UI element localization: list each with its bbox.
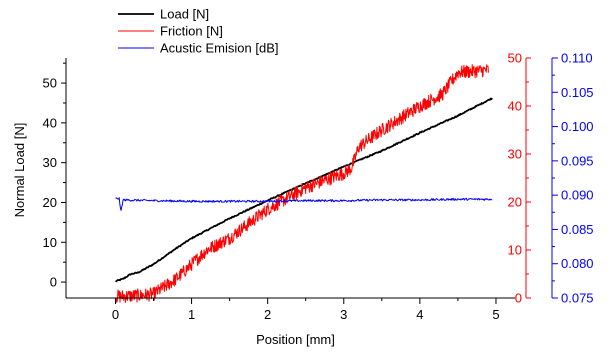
left-tick-label-0: 0	[50, 275, 57, 290]
right1-tick-label-1: 10	[508, 243, 522, 258]
right1-tick-label-5: 50	[508, 51, 522, 66]
right1-tick-label-4: 40	[508, 99, 522, 114]
series-line-2	[115, 197, 493, 211]
left-tick-label-2: 20	[43, 195, 57, 210]
series-line-1	[115, 64, 489, 303]
legend-label-1: Friction [N]	[160, 24, 223, 39]
series-line-0	[115, 97, 493, 283]
x-tick-label-3: 3	[340, 307, 347, 322]
left-axis-title: Normal Load [N]	[12, 123, 27, 218]
left-tick-label-5: 50	[43, 76, 57, 91]
right2-tick-label-5: 0.100	[561, 119, 594, 134]
right2-tick-label-4: 0.095	[561, 153, 594, 168]
right1-tick-label-3: 30	[508, 147, 522, 162]
right2-tick-label-7: 0.110	[561, 51, 593, 66]
x-axis-title: Position [mm]	[256, 332, 335, 347]
x-tick-label-2: 2	[264, 307, 271, 322]
legend-label-2: Acustic Emision [dB]	[160, 41, 279, 56]
right2-tick-label-2: 0.085	[561, 222, 594, 237]
right1-tick-label-2: 20	[508, 195, 522, 210]
legend-label-0: Load [N]	[160, 7, 209, 22]
right2-tick-label-1: 0.080	[561, 256, 594, 271]
x-tick-label-0: 0	[112, 307, 119, 322]
right2-tick-label-3: 0.090	[561, 188, 594, 203]
right1-tick-label-0: 0	[515, 291, 522, 306]
x-tick-label-5: 5	[492, 307, 499, 322]
left-tick-label-1: 10	[43, 235, 57, 250]
left-tick-label-3: 30	[43, 155, 57, 170]
x-tick-label-4: 4	[416, 307, 423, 322]
left-tick-label-4: 40	[43, 115, 57, 130]
x-tick-label-1: 1	[188, 307, 195, 322]
right2-tick-label-0: 0.075	[561, 291, 594, 306]
right2-tick-label-6: 0.105	[561, 85, 594, 100]
